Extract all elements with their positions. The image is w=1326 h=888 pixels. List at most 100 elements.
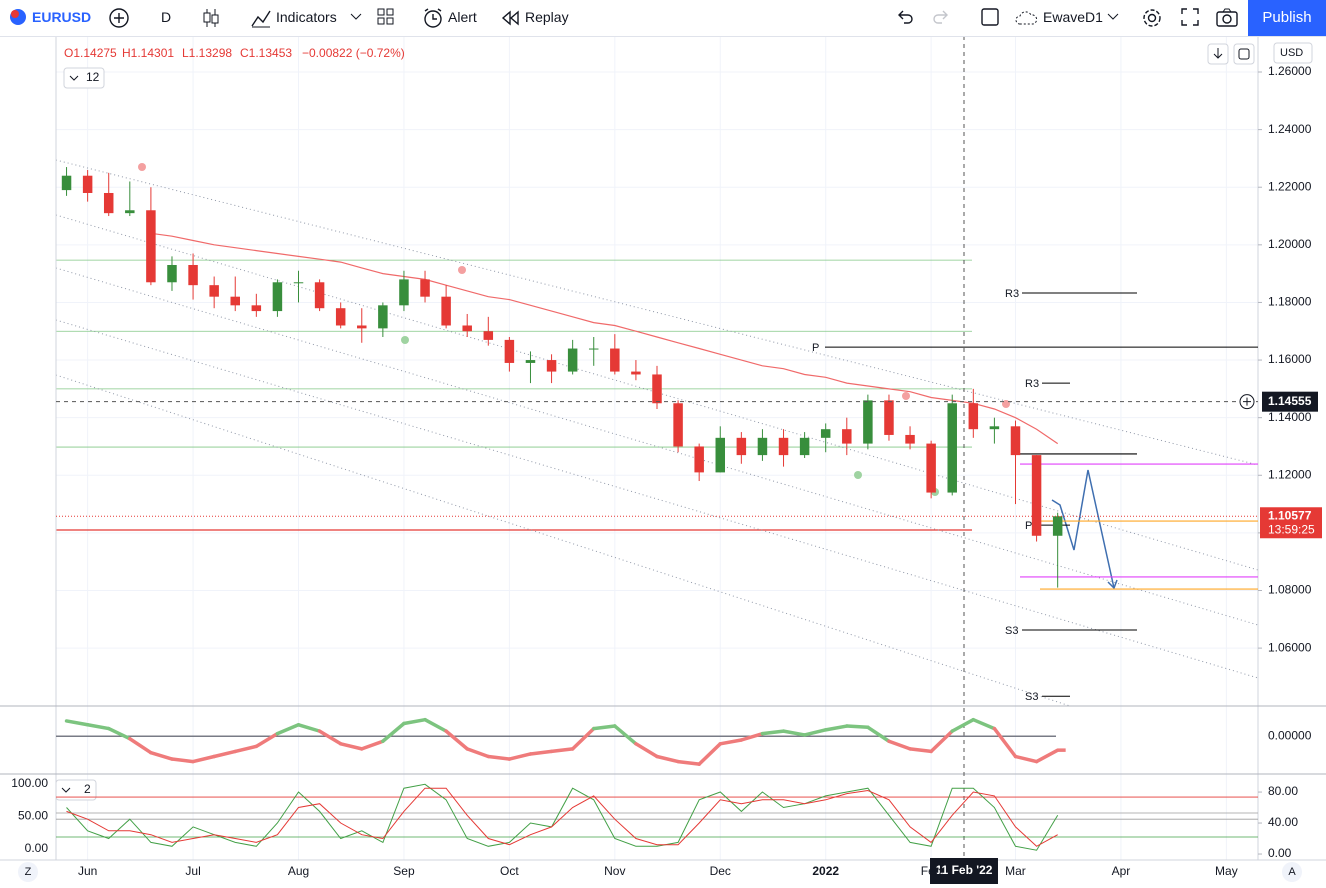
oscillator-segment <box>338 742 364 751</box>
auto-button[interactable] <box>1282 862 1302 882</box>
oscillator-segment <box>106 726 132 741</box>
x-tick-label: May <box>1215 864 1238 878</box>
candle-body <box>188 264 198 286</box>
candle-body <box>694 446 704 473</box>
oscillator-segment <box>634 742 659 759</box>
settings-icon[interactable] <box>1141 7 1163 29</box>
pivot-label: R3 <box>1005 288 1019 300</box>
candle-body <box>652 374 662 404</box>
x-tick-label: Feb <box>921 864 942 878</box>
layout-icon[interactable] <box>980 7 1000 27</box>
maximize-button[interactable] <box>1233 43 1255 65</box>
candle-body <box>588 348 599 350</box>
marker <box>458 266 466 274</box>
oscillator-segment <box>1013 754 1039 764</box>
candle-body <box>905 434 915 444</box>
layout-name[interactable]: EwaveD1 <box>1043 9 1103 25</box>
stochastic-line <box>66 783 1059 851</box>
candle-body <box>757 437 768 456</box>
oscillator-segment <box>317 729 343 746</box>
candle-body <box>1052 516 1063 536</box>
legend-toggle[interactable] <box>63 67 105 89</box>
oscillator-segment <box>402 717 427 726</box>
corner-left: Z <box>25 866 32 878</box>
publish-button[interactable]: Publish <box>1248 0 1326 36</box>
indicators-icon[interactable] <box>250 7 272 29</box>
x-tick-label: Mar <box>1005 864 1026 878</box>
marker <box>902 392 910 400</box>
oscillator-segment <box>823 724 849 732</box>
oscillator-segment <box>781 729 807 737</box>
legend: O1.14275 H1.14301 L1.13298 C1.13453 −0.0… <box>55 46 405 801</box>
x-tick-label: Aug <box>288 864 309 878</box>
oscillator-segment <box>908 747 933 754</box>
pane-toggle[interactable] <box>55 779 97 801</box>
oscillator-segment <box>507 752 533 761</box>
channel-line <box>55 374 1071 707</box>
chart-type-icon[interactable] <box>201 7 221 29</box>
candle-body <box>420 279 430 297</box>
candle-body <box>378 305 388 329</box>
candle-body <box>441 296 451 326</box>
oscillator-segment <box>254 731 280 749</box>
x-tick-label: Jul <box>185 864 200 878</box>
crosshair-date-box <box>930 858 998 884</box>
oscillator-segment <box>655 754 680 764</box>
x-tick-label: Apr <box>1112 864 1131 878</box>
candle-body <box>820 429 831 438</box>
oscillator-segment <box>1034 748 1060 764</box>
candle-body <box>968 403 979 430</box>
chevron-icon <box>61 787 71 793</box>
snapshot-icon[interactable] <box>1215 7 1239 29</box>
y-tick-label: 1.06000 <box>1268 640 1312 654</box>
alert-button[interactable]: Alert <box>448 9 477 25</box>
pane-badge: 2 <box>84 782 91 796</box>
replay-button[interactable]: Replay <box>525 9 569 25</box>
oscillator-segment <box>275 723 301 736</box>
y-tick-label: 1.22000 <box>1268 179 1312 193</box>
legend-change: −0.00822 (−0.72%) <box>302 46 405 60</box>
candle-body <box>230 296 240 306</box>
replay-icon[interactable] <box>500 7 520 29</box>
pivot-label: P <box>1025 520 1032 532</box>
candle-body <box>673 403 683 447</box>
candle-body <box>631 371 641 375</box>
x-tick-label: Jun <box>78 864 97 878</box>
drawings <box>55 159 1259 707</box>
redo-icon[interactable] <box>931 7 951 27</box>
templates-icon[interactable] <box>376 7 396 27</box>
oscillator-segment <box>866 725 891 744</box>
oscillator-segment <box>992 726 1018 759</box>
y-tick-label: 0.00 <box>25 841 49 855</box>
oscillator-segment <box>296 723 322 733</box>
add-symbol-icon[interactable] <box>108 7 130 29</box>
alert-icon[interactable] <box>422 7 444 29</box>
candle-body <box>357 325 367 329</box>
pivot-label: S3 <box>1005 625 1018 637</box>
pivot-label: S3 <box>1025 691 1038 703</box>
projection-path <box>1051 469 1115 589</box>
currency-select[interactable] <box>1273 42 1313 64</box>
candle-body <box>525 360 536 363</box>
candle-body <box>842 429 852 444</box>
oscillator-segment <box>971 717 997 731</box>
countdown: 13:59:25 <box>1268 522 1315 536</box>
candle-body <box>504 339 515 363</box>
candle-body <box>884 400 894 435</box>
oscillator-segment <box>85 723 111 731</box>
interval[interactable]: D <box>161 9 172 25</box>
candle-body <box>736 437 747 456</box>
candle-body <box>546 360 557 372</box>
candle-body <box>1010 426 1021 456</box>
indicators-button[interactable]: Indicators <box>276 9 337 25</box>
symbol[interactable]: EURUSD <box>32 9 92 25</box>
undo-icon[interactable] <box>895 7 915 27</box>
y2-tick-label: 40.00 <box>1268 815 1298 829</box>
legend-low: L1.13298 <box>182 46 232 60</box>
fullscreen-icon[interactable] <box>1180 7 1200 27</box>
candle-body <box>272 282 283 312</box>
oscillator-segment <box>360 739 385 751</box>
zoom-button[interactable] <box>18 862 38 882</box>
